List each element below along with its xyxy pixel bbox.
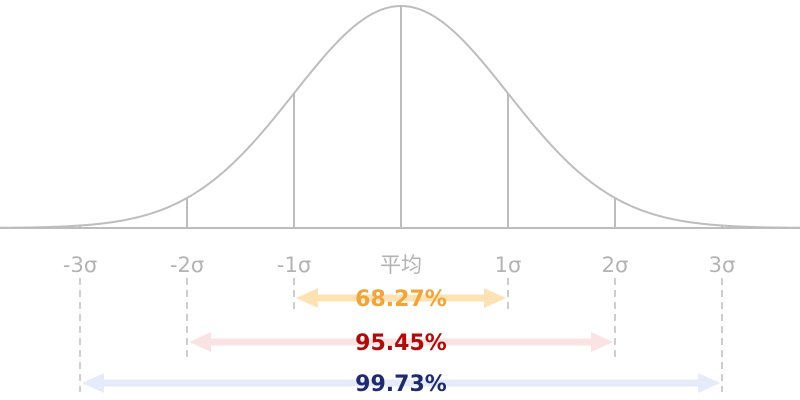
tick-label-sigma: -2σ (170, 253, 204, 277)
tick-label-sigma: 2σ (602, 253, 629, 277)
range-label-1sigma: 68.27% (355, 287, 447, 312)
axes-group (0, 6, 800, 392)
range-label-3sigma: 99.73% (355, 372, 447, 397)
tick-labels-group: -3σ -2σ -1σ 平均 1σ 2σ 3σ (63, 253, 735, 277)
range-arrow-3sigma (82, 373, 720, 393)
range-label-2sigma: 95.45% (355, 331, 447, 356)
tick-label-sigma: 1σ (495, 253, 522, 277)
tick-label-sigma: 3σ (709, 253, 736, 277)
range-arrow-1sigma (296, 288, 506, 308)
tick-label-mean: 平均 (380, 253, 422, 277)
curve-group (0, 5, 800, 229)
tick-label-sigma: -1σ (277, 253, 311, 277)
tick-label-sigma: -3σ (63, 253, 97, 277)
bell-curve (0, 5, 800, 229)
range-arrows-group: 68.27% 95.45% 99.73% (82, 287, 720, 397)
range-arrow-2sigma (189, 332, 613, 352)
